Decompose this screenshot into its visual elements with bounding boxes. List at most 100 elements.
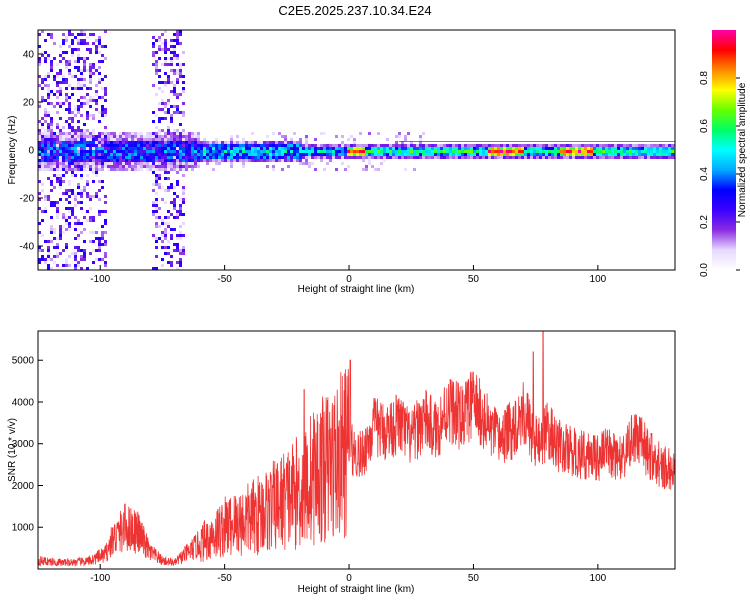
- spectrogram-cell: [44, 156, 47, 159]
- spectrogram-cell: [62, 153, 65, 156]
- spectrogram-cell: [143, 162, 146, 165]
- spectrogram-cell: [59, 153, 62, 156]
- spectrogram-cell: [56, 252, 59, 255]
- spectrogram-cell: [167, 240, 170, 243]
- spectrogram-cell: [272, 159, 275, 162]
- spectrogram-cell: [488, 150, 491, 153]
- spectrogram-cell: [170, 114, 173, 117]
- spectrogram-cell: [515, 153, 518, 156]
- spectrogram-cell: [152, 36, 155, 39]
- spectrogram-cell: [164, 117, 167, 120]
- spectrogram-cell: [104, 264, 107, 267]
- spectrogram-cell: [491, 150, 494, 153]
- spectrogram-cell: [509, 150, 512, 153]
- snr-xlabel: Height of straight line (km): [298, 584, 415, 595]
- spectrogram-cell: [155, 63, 158, 66]
- spectrogram-cell: [164, 105, 167, 108]
- spectrogram-cell: [176, 129, 179, 132]
- spectrogram-cell: [263, 147, 266, 150]
- spectrogram-cell: [155, 207, 158, 210]
- spectrogram-cell: [146, 138, 149, 141]
- spectrogram-cell: [380, 144, 383, 147]
- spectrogram-cell: [299, 159, 302, 162]
- spectrogram-cell: [95, 237, 98, 240]
- spectrogram-cell: [56, 246, 59, 249]
- spectrogram-cell: [104, 261, 107, 264]
- spectrogram-cell: [122, 135, 125, 138]
- spectrogram-cell: [98, 168, 101, 171]
- spectrogram-cell: [656, 147, 659, 150]
- spectrogram-cell: [656, 156, 659, 159]
- spectrogram-cell: [47, 111, 50, 114]
- spectrogram-cell: [485, 144, 488, 147]
- spectrogram-cell: [53, 138, 56, 141]
- spectrogram-cell: [92, 141, 95, 144]
- spectrogram-cell: [128, 168, 131, 171]
- spectrogram-cell: [74, 156, 77, 159]
- spectrogram-cell: [203, 141, 206, 144]
- spectrogram-cell: [152, 153, 155, 156]
- spectrogram-cell: [80, 207, 83, 210]
- spectrogram-cell: [50, 135, 53, 138]
- spectrogram-cell: [179, 69, 182, 72]
- spectrogram-cell: [389, 144, 392, 147]
- spectrogram-cell: [635, 156, 638, 159]
- spectrogram-cell: [71, 168, 74, 171]
- spectrogram-cell: [83, 96, 86, 99]
- spectrogram-cell: [398, 153, 401, 156]
- spectrogram-cell: [302, 153, 305, 156]
- spectrogram-cell: [47, 147, 50, 150]
- spectrogram-cell: [86, 150, 89, 153]
- spectrogram-cell: [278, 144, 281, 147]
- spectrogram-cell: [38, 45, 41, 48]
- spectrogram-cell: [53, 147, 56, 150]
- spectrogram-cell: [371, 144, 374, 147]
- spectrogram-cell: [128, 144, 131, 147]
- spectrogram-cell: [104, 255, 107, 258]
- spectrogram-cell: [56, 180, 59, 183]
- spectrogram-cell: [110, 162, 113, 165]
- spectrogram-cell: [98, 159, 101, 162]
- spectrogram-cell: [155, 237, 158, 240]
- spectrogram-cell: [77, 186, 80, 189]
- spectrogram-cell: [53, 165, 56, 168]
- spectrogram-cell: [353, 141, 356, 144]
- spectrogram-cell: [305, 147, 308, 150]
- spectrogram-cell: [149, 165, 152, 168]
- spectrogram-cell: [38, 153, 41, 156]
- spectrogram-cell: [575, 150, 578, 153]
- spectrogram-cell: [521, 150, 524, 153]
- spectrogram-cell: [560, 144, 563, 147]
- spectrogram-cell: [290, 147, 293, 150]
- spectrogram-cell: [608, 150, 611, 153]
- spectrogram-cell: [68, 156, 71, 159]
- spectrogram-cell: [461, 156, 464, 159]
- spectrogram-cell: [68, 72, 71, 75]
- spectrogram-cell: [173, 201, 176, 204]
- spectrogram-cell: [170, 153, 173, 156]
- spectrogram-cell: [83, 186, 86, 189]
- spectrogram-cell: [101, 231, 104, 234]
- spectrogram-cell: [146, 132, 149, 135]
- spectrogram-cell: [158, 168, 161, 171]
- spectrogram-cell: [41, 156, 44, 159]
- spectrogram-cell: [77, 87, 80, 90]
- spectrogram-cell: [236, 156, 239, 159]
- spectrogram-cell: [551, 150, 554, 153]
- spectrogram-cell: [524, 147, 527, 150]
- spectrogram-cell: [149, 150, 152, 153]
- spectrogram-cell: [653, 153, 656, 156]
- spectrogram-cell: [149, 153, 152, 156]
- spectrogram-cell: [92, 72, 95, 75]
- spectrogram-cell: [626, 144, 629, 147]
- spectrogram-cell: [653, 144, 656, 147]
- spectrogram-cell: [179, 75, 182, 78]
- spectrogram-cell: [230, 150, 233, 153]
- spectrogram-cell: [50, 153, 53, 156]
- spectrogram-cell: [89, 231, 92, 234]
- spectrogram-cell: [104, 147, 107, 150]
- spectrogram-cell: [80, 30, 83, 33]
- spectrogram-cell: [266, 165, 269, 168]
- spectrogram-cell: [161, 102, 164, 105]
- spectrogram-cell: [44, 99, 47, 102]
